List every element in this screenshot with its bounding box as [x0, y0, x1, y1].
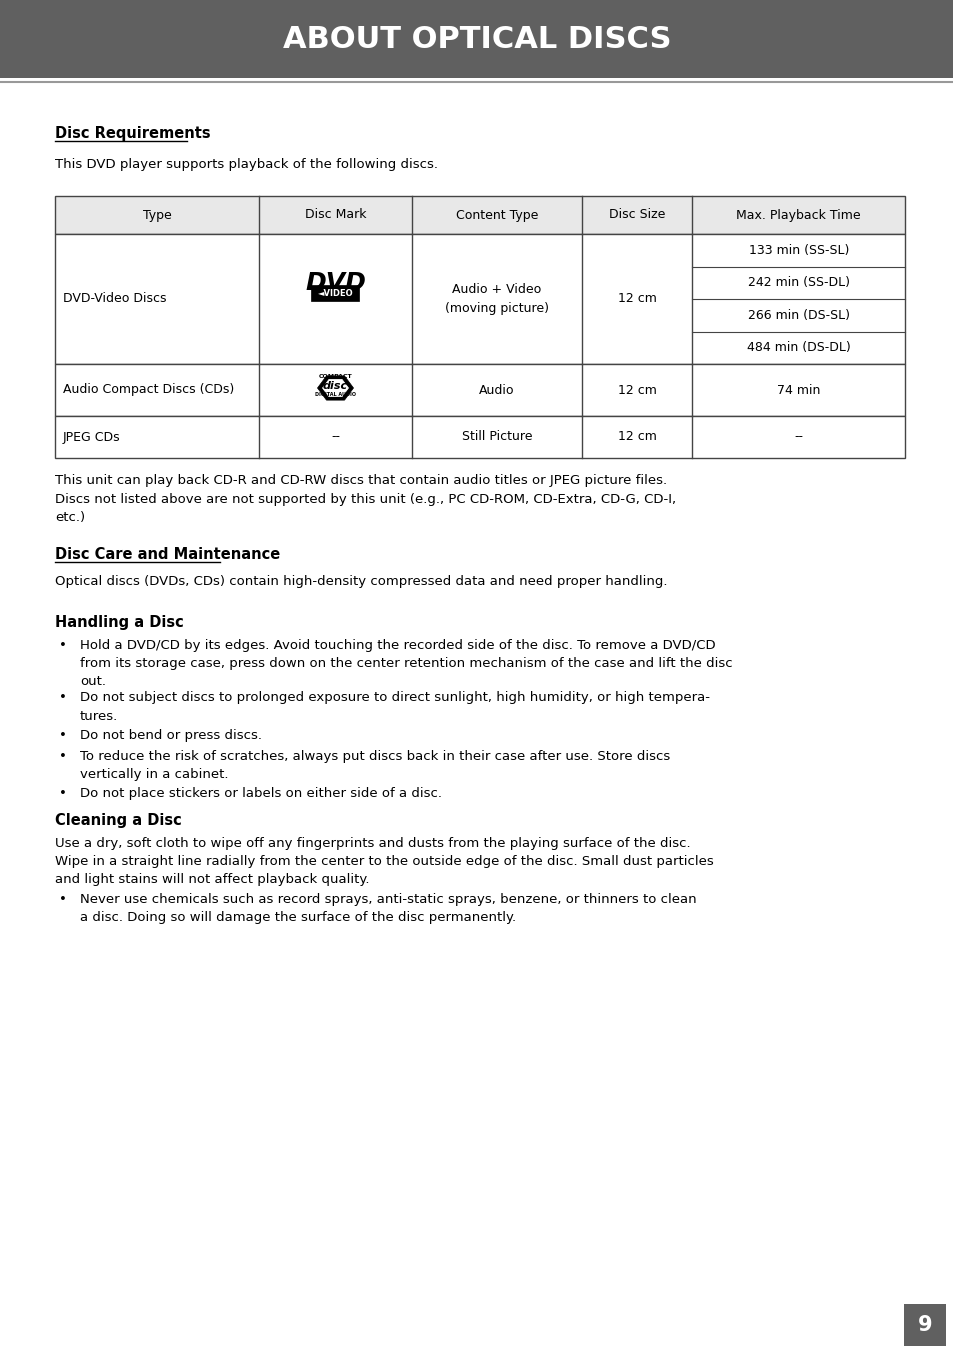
Text: •: • — [59, 692, 67, 704]
Text: --: -- — [794, 431, 802, 444]
Bar — [55, 364, 904, 416]
Bar — [312, 284, 359, 301]
Text: •: • — [59, 728, 67, 742]
Bar — [55, 416, 904, 458]
Text: 266 min (DS-SL): 266 min (DS-SL) — [747, 309, 849, 322]
Text: Max. Playback Time: Max. Playback Time — [736, 209, 861, 222]
Text: To reduce the risk of scratches, always put discs back in their case after use. : To reduce the risk of scratches, always … — [80, 750, 670, 781]
Text: Disc Care and Maintenance: Disc Care and Maintenance — [55, 547, 280, 562]
Polygon shape — [317, 376, 354, 401]
Bar — [903, 1304, 945, 1346]
Text: •: • — [59, 894, 67, 906]
Text: DIGITAL AUDIO: DIGITAL AUDIO — [314, 391, 355, 397]
Text: disc: disc — [323, 380, 348, 391]
Text: Type: Type — [143, 209, 172, 222]
Text: DVD-Video Discs: DVD-Video Discs — [63, 292, 167, 306]
Text: COMPACT: COMPACT — [318, 374, 352, 379]
Text: 12 cm: 12 cm — [618, 292, 656, 306]
Bar — [55, 234, 904, 364]
Text: Never use chemicals such as record sprays, anti-static sprays, benzene, or thinn: Never use chemicals such as record spray… — [80, 894, 696, 923]
Text: Audio Compact Discs (CDs): Audio Compact Discs (CDs) — [63, 383, 234, 397]
Text: 9: 9 — [917, 1315, 931, 1335]
Text: Disc Requirements: Disc Requirements — [55, 126, 211, 141]
Text: •: • — [59, 750, 67, 764]
Text: Audio: Audio — [478, 383, 515, 397]
Text: Hold a DVD/CD by its edges. Avoid touching the recorded side of the disc. To rem: Hold a DVD/CD by its edges. Avoid touchi… — [80, 639, 732, 688]
Text: --: -- — [331, 431, 339, 444]
Bar — [0, 0, 953, 79]
Text: Disc Size: Disc Size — [608, 209, 665, 222]
Text: DVD: DVD — [305, 271, 366, 295]
Text: Content Type: Content Type — [456, 209, 537, 222]
Text: 12 cm: 12 cm — [618, 431, 656, 444]
Text: Do not place stickers or labels on either side of a disc.: Do not place stickers or labels on eithe… — [80, 787, 441, 800]
Text: Use a dry, soft cloth to wipe off any fingerprints and dusts from the playing su: Use a dry, soft cloth to wipe off any fi… — [55, 837, 713, 887]
Text: ◄VIDEO: ◄VIDEO — [317, 288, 353, 298]
Text: Handling a Disc: Handling a Disc — [55, 615, 184, 630]
Text: Do not subject discs to prolonged exposure to direct sunlight, high humidity, or: Do not subject discs to prolonged exposu… — [80, 692, 709, 723]
Text: •: • — [59, 787, 67, 800]
Text: •: • — [59, 639, 67, 653]
Text: 484 min (DS-DL): 484 min (DS-DL) — [746, 341, 850, 355]
Text: Do not bend or press discs.: Do not bend or press discs. — [80, 728, 262, 742]
Text: This unit can play back CD-R and CD-RW discs that contain audio titles or JPEG p: This unit can play back CD-R and CD-RW d… — [55, 474, 676, 524]
Text: 12 cm: 12 cm — [618, 383, 656, 397]
Text: Cleaning a Disc: Cleaning a Disc — [55, 812, 182, 827]
Text: 74 min: 74 min — [777, 383, 820, 397]
Bar — [55, 196, 904, 234]
Text: JPEG CDs: JPEG CDs — [63, 431, 120, 444]
Text: Still Picture: Still Picture — [461, 431, 532, 444]
Text: Optical discs (DVDs, CDs) contain high-density compressed data and need proper h: Optical discs (DVDs, CDs) contain high-d… — [55, 575, 667, 588]
Polygon shape — [322, 379, 348, 397]
Text: ABOUT OPTICAL DISCS: ABOUT OPTICAL DISCS — [282, 24, 671, 54]
Text: 242 min (SS-DL): 242 min (SS-DL) — [747, 276, 849, 290]
Text: Disc Mark: Disc Mark — [304, 209, 366, 222]
Text: 133 min (SS-SL): 133 min (SS-SL) — [748, 244, 848, 257]
Text: This DVD player supports playback of the following discs.: This DVD player supports playback of the… — [55, 158, 437, 171]
Text: Audio + Video
(moving picture): Audio + Video (moving picture) — [444, 283, 548, 315]
